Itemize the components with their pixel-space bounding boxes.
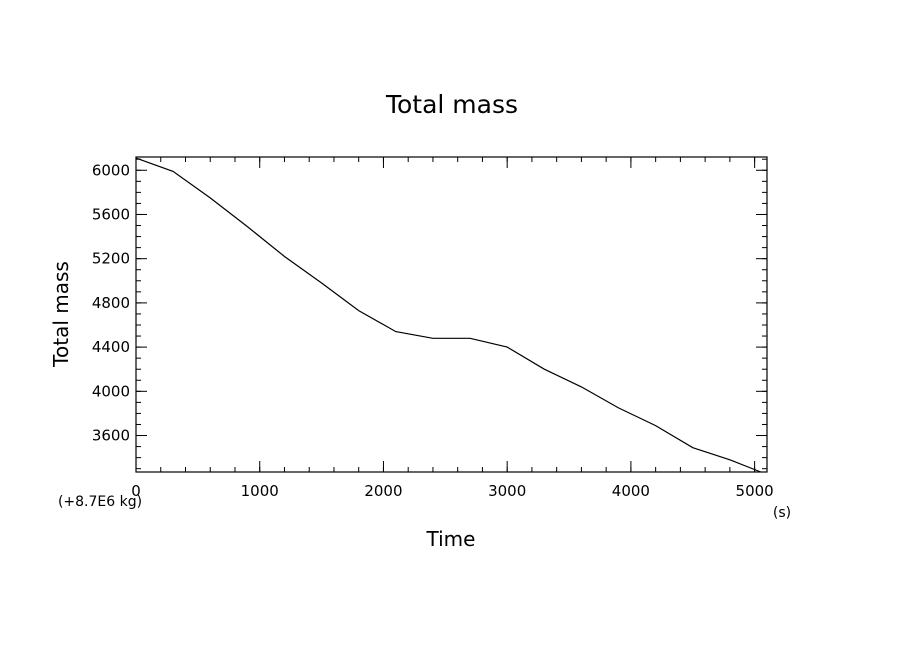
y-tick-label: 4400: [92, 338, 130, 356]
y-axis-label: Total mass: [49, 261, 73, 368]
x-tick-label: 3000: [488, 482, 526, 500]
chart-title: Total mass: [385, 90, 518, 119]
y-tick-label: 4800: [92, 294, 130, 312]
x-unit-label: (s): [773, 505, 791, 521]
x-tick-label: 4000: [612, 482, 650, 500]
y-tick-label: 5600: [92, 205, 130, 223]
x-tick-label: 5000: [736, 482, 774, 500]
y-offset-label: (+8.7E6 kg): [58, 494, 142, 510]
series-line: [135, 157, 762, 473]
x-tick-label: 1000: [241, 482, 279, 500]
y-tick-label: 4000: [92, 382, 130, 400]
x-tick-label: 0: [131, 482, 141, 500]
x-axis-label: Time: [426, 527, 476, 551]
tick-labels: 0 1000 2000 3000 4000 5000 3600 4000 4400 4800 520…: [92, 161, 774, 500]
y-tick-label: 3600: [92, 427, 130, 445]
x-tick-label: 2000: [364, 482, 402, 500]
plot-frame: [135, 156, 768, 473]
y-tick-label: 5200: [92, 250, 130, 268]
axis-ticks: [135, 157, 767, 472]
y-tick-label: 6000: [92, 161, 130, 179]
